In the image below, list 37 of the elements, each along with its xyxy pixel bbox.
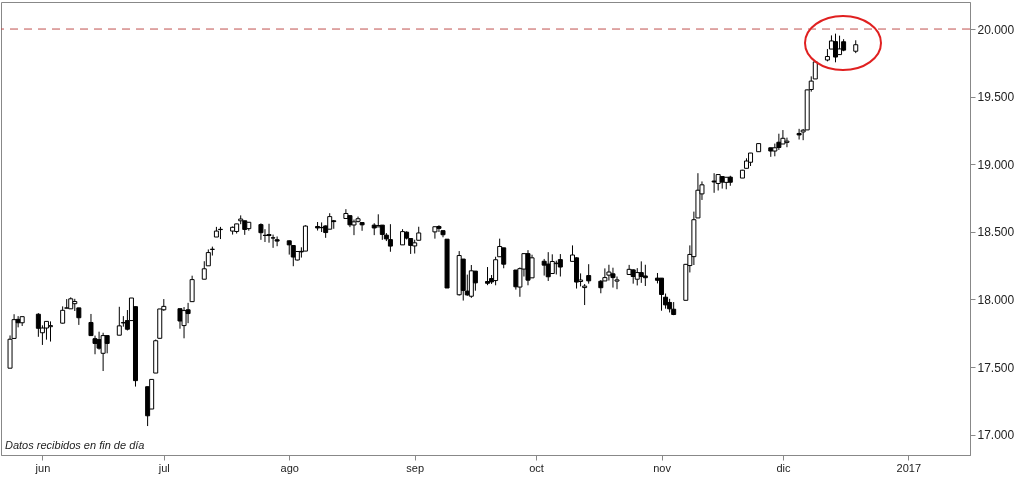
candlestick <box>432 226 438 240</box>
candlestick <box>359 222 365 232</box>
candlestick <box>181 306 187 339</box>
candlestick <box>266 223 272 244</box>
candlestick <box>833 33 839 63</box>
candlestick <box>529 254 535 279</box>
candlestick <box>436 224 442 233</box>
x-tick-label: ago <box>280 461 299 474</box>
y-tick-label: 18.500 <box>977 225 1015 240</box>
candlestick <box>351 219 357 236</box>
candlestick <box>642 264 648 287</box>
y-tick-label: 19.500 <box>977 90 1015 105</box>
candlestick <box>189 275 195 303</box>
candlestick <box>784 137 790 148</box>
x-tick-label: sep <box>406 461 425 474</box>
x-tick-label: oct <box>529 461 544 474</box>
candlestick <box>88 313 94 337</box>
x-tick-label: jul <box>157 461 170 474</box>
candlestick <box>501 247 507 269</box>
candlestick <box>610 267 616 289</box>
x-tick-label: dic <box>776 461 791 474</box>
candlestick <box>274 235 280 247</box>
candlestick <box>586 263 592 285</box>
y-tick-label: 18.000 <box>977 292 1015 307</box>
annotation: Datos recibidos en fin de día <box>5 439 145 451</box>
x-tick-label: 2017 <box>896 461 922 474</box>
candlestick <box>43 320 49 341</box>
x-tick-label: nov <box>653 461 672 474</box>
candlestick <box>92 335 98 355</box>
candlestick <box>48 320 54 343</box>
candlestick <box>258 222 264 241</box>
y-tick-label: 17.500 <box>977 360 1015 375</box>
candlestick <box>796 128 802 141</box>
y-tick-label: 19.000 <box>977 157 1015 172</box>
y-tick-label: 17.000 <box>977 428 1015 443</box>
y-tick-label: 20.000 <box>977 22 1015 37</box>
x-tick-label: jun <box>34 461 51 474</box>
